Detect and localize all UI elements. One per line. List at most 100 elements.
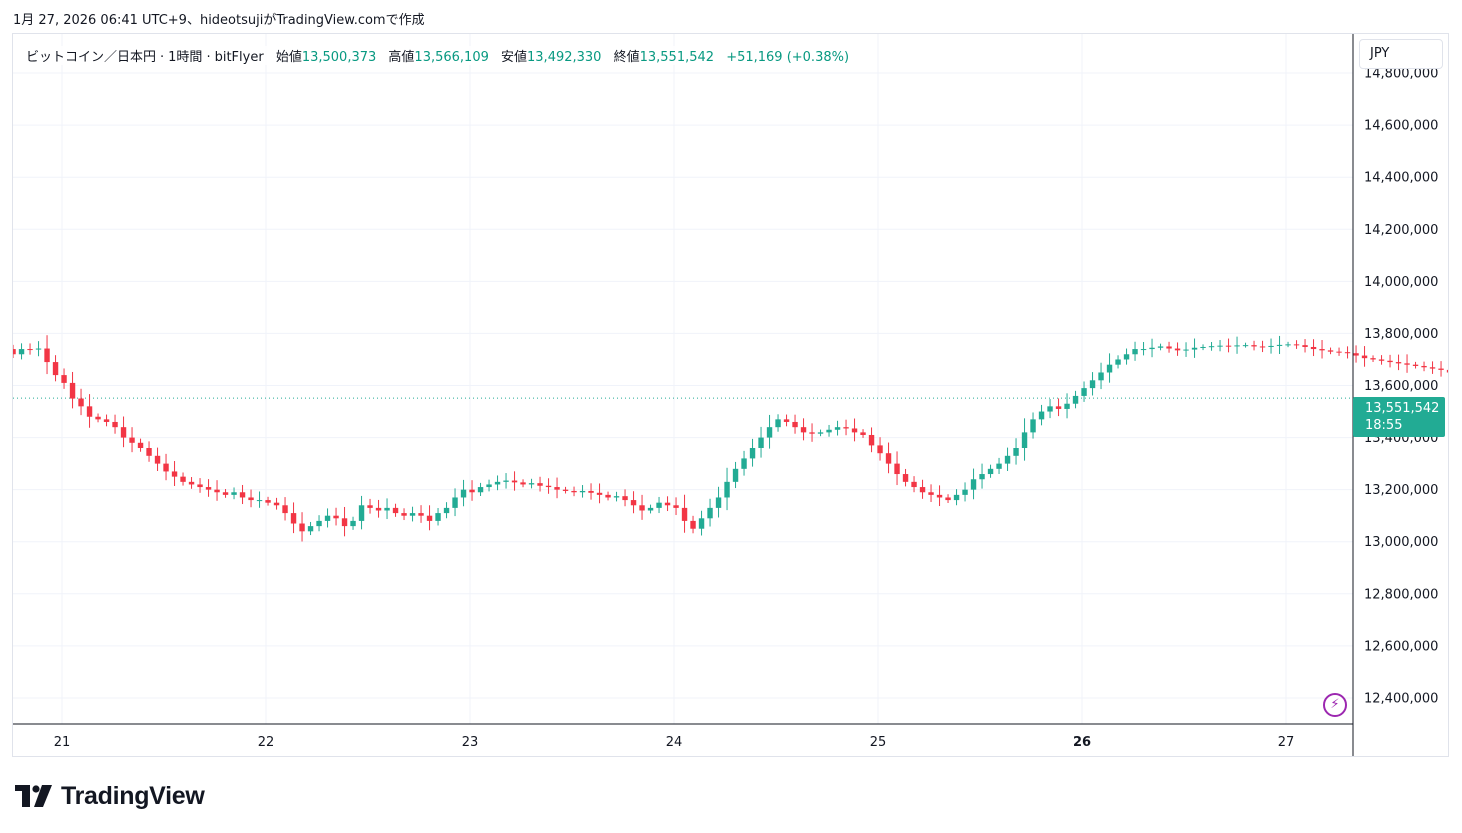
candle (605, 491, 611, 501)
candle-body (647, 507, 654, 511)
tradingview-logo[interactable]: TradingView (15, 781, 205, 811)
candle (1081, 381, 1087, 402)
candle-body (316, 520, 322, 527)
candle-body (13, 349, 16, 355)
candle (1004, 447, 1011, 472)
candle-body (1395, 362, 1402, 364)
candle (1242, 342, 1249, 348)
candle-body (1421, 365, 1427, 368)
candle (61, 368, 67, 389)
last-price-value: 13,551,542 (1365, 401, 1440, 416)
x-tick-label: 23 (462, 735, 479, 750)
candle (44, 335, 50, 375)
candle-body (1166, 346, 1172, 349)
symbol-name[interactable]: ビットコイン／日本円 (26, 50, 157, 65)
candle-body (970, 479, 977, 490)
candle (426, 505, 433, 531)
x-tick-label: 24 (666, 735, 683, 750)
candle-body (851, 428, 858, 433)
candle-body (1021, 432, 1028, 448)
candle-body (299, 523, 305, 532)
candle-body (673, 505, 679, 508)
candle (214, 480, 220, 501)
candle (103, 414, 110, 427)
candle (1353, 345, 1359, 363)
candle (1013, 438, 1019, 465)
candle (673, 497, 679, 516)
candle-body (1293, 344, 1300, 346)
candle (222, 489, 229, 498)
candle (511, 471, 518, 491)
candle (469, 480, 475, 501)
candle-body (605, 494, 611, 498)
candle (231, 487, 237, 500)
candle (265, 496, 271, 506)
candle (256, 491, 263, 508)
candle (1072, 390, 1079, 409)
candle (401, 508, 407, 521)
candle (1157, 343, 1164, 351)
interval-label[interactable]: 1時間 (168, 50, 203, 65)
candle-body (1225, 345, 1232, 347)
candle-body (1276, 344, 1283, 346)
candle (171, 461, 178, 487)
axes: 14,800,000 14,600,000 14,400,000 14,200,000… (13, 34, 1438, 756)
candle-body (1327, 350, 1334, 352)
candle (1387, 354, 1393, 368)
candle-body (18, 349, 25, 355)
bolt-icon[interactable]: ⚡ (1323, 693, 1347, 717)
candle (656, 496, 662, 514)
candle (741, 450, 747, 476)
candle (1174, 342, 1181, 356)
candle (1030, 412, 1036, 439)
y-tick-label: 13,200,000 (1364, 483, 1438, 498)
x-tick-label: 27 (1278, 735, 1295, 750)
candle (885, 442, 892, 474)
candle-body (1336, 351, 1342, 353)
candle (1132, 341, 1138, 361)
candle-body (1157, 346, 1164, 348)
candle-body (766, 427, 773, 438)
candle-body (61, 375, 67, 383)
candle (970, 468, 977, 500)
candle (579, 485, 586, 498)
y-tick-label: 14,800,000 (1364, 67, 1438, 82)
currency-button[interactable]: JPY (1359, 39, 1443, 69)
candle-body (894, 463, 900, 475)
candle (409, 506, 416, 522)
candle-body (596, 492, 603, 495)
candle-body (834, 427, 841, 430)
y-tick-label: 13,000,000 (1364, 535, 1438, 550)
candle (1089, 372, 1096, 396)
candle-body (1319, 349, 1325, 351)
candle-body (1064, 403, 1070, 409)
candle (333, 507, 339, 526)
candle-body (1140, 349, 1147, 351)
brand-name: TradingView (61, 781, 205, 810)
y-tick-label: 14,000,000 (1364, 275, 1438, 290)
candle-body (656, 502, 662, 508)
candle (95, 413, 101, 423)
candle (307, 521, 314, 536)
candle-body (1446, 369, 1448, 373)
candle-body (1429, 367, 1436, 369)
candle-body (27, 349, 33, 351)
candle-body (1387, 360, 1393, 363)
candle (783, 414, 790, 427)
candle-body (630, 500, 637, 506)
candle-body (503, 480, 509, 482)
candle-body (469, 489, 475, 493)
candle (520, 479, 526, 488)
candle-body (902, 474, 909, 482)
candle (120, 416, 127, 448)
candle-body (341, 518, 348, 527)
candle (1336, 347, 1342, 356)
y-tick-label: 12,400,000 (1364, 691, 1438, 706)
tv-logo-icon (15, 785, 52, 807)
candle (299, 512, 305, 542)
candle-body (324, 515, 331, 521)
exchange-label: bitFlyer (214, 50, 264, 65)
chart-canvas[interactable]: 14,800,000 14,600,000 14,400,000 14,200,000… (13, 34, 1449, 757)
chart-frame[interactable]: 14,800,000 14,600,000 14,400,000 14,200,000… (12, 33, 1449, 757)
candle (953, 489, 960, 506)
